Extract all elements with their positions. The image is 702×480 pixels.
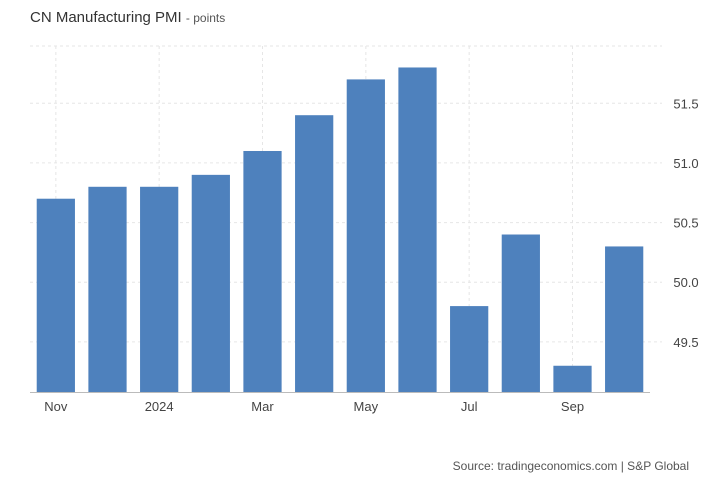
y-tick-label: 50.5: [673, 216, 698, 231]
x-tick-label: May: [354, 399, 379, 414]
chart-title: CN Manufacturing PMI - points: [30, 9, 225, 26]
bar-nov[interactable]: [36, 198, 75, 392]
bar-oct[interactable]: [605, 246, 644, 392]
x-tick-label: Nov: [44, 399, 68, 414]
bar-apr[interactable]: [295, 115, 334, 392]
bar-2024[interactable]: [140, 186, 179, 392]
bar-sep[interactable]: [553, 365, 592, 392]
bar-jul[interactable]: [450, 306, 489, 392]
axes: 49.5 50.0 50.5 51.0 51.5 Nov 2024 Mar May Jul Sep: [30, 96, 699, 414]
chart-units: - points: [185, 11, 226, 25]
y-tick-label: 51.0: [673, 156, 698, 171]
chart-title-text: CN Manufacturing PMI: [30, 9, 182, 26]
y-tick-label: 51.5: [673, 96, 698, 111]
bars: [36, 67, 644, 393]
bar-aug[interactable]: [501, 234, 540, 392]
x-tick-label: Mar: [251, 399, 274, 414]
bar-feb[interactable]: [191, 174, 230, 392]
x-tick-label: Sep: [561, 399, 584, 414]
bar-jun[interactable]: [398, 67, 437, 392]
source-text: Source: tradingeconomics.com | S&P Globa…: [452, 459, 689, 473]
y-tick-label: 49.5: [673, 335, 698, 350]
y-tick-label: 50.0: [673, 275, 698, 290]
x-tick-label: 2024: [145, 399, 174, 414]
x-tick-label: Jul: [461, 399, 478, 414]
bar-mar[interactable]: [243, 150, 282, 392]
bar-dec[interactable]: [88, 186, 127, 392]
bar-may[interactable]: [346, 79, 385, 393]
